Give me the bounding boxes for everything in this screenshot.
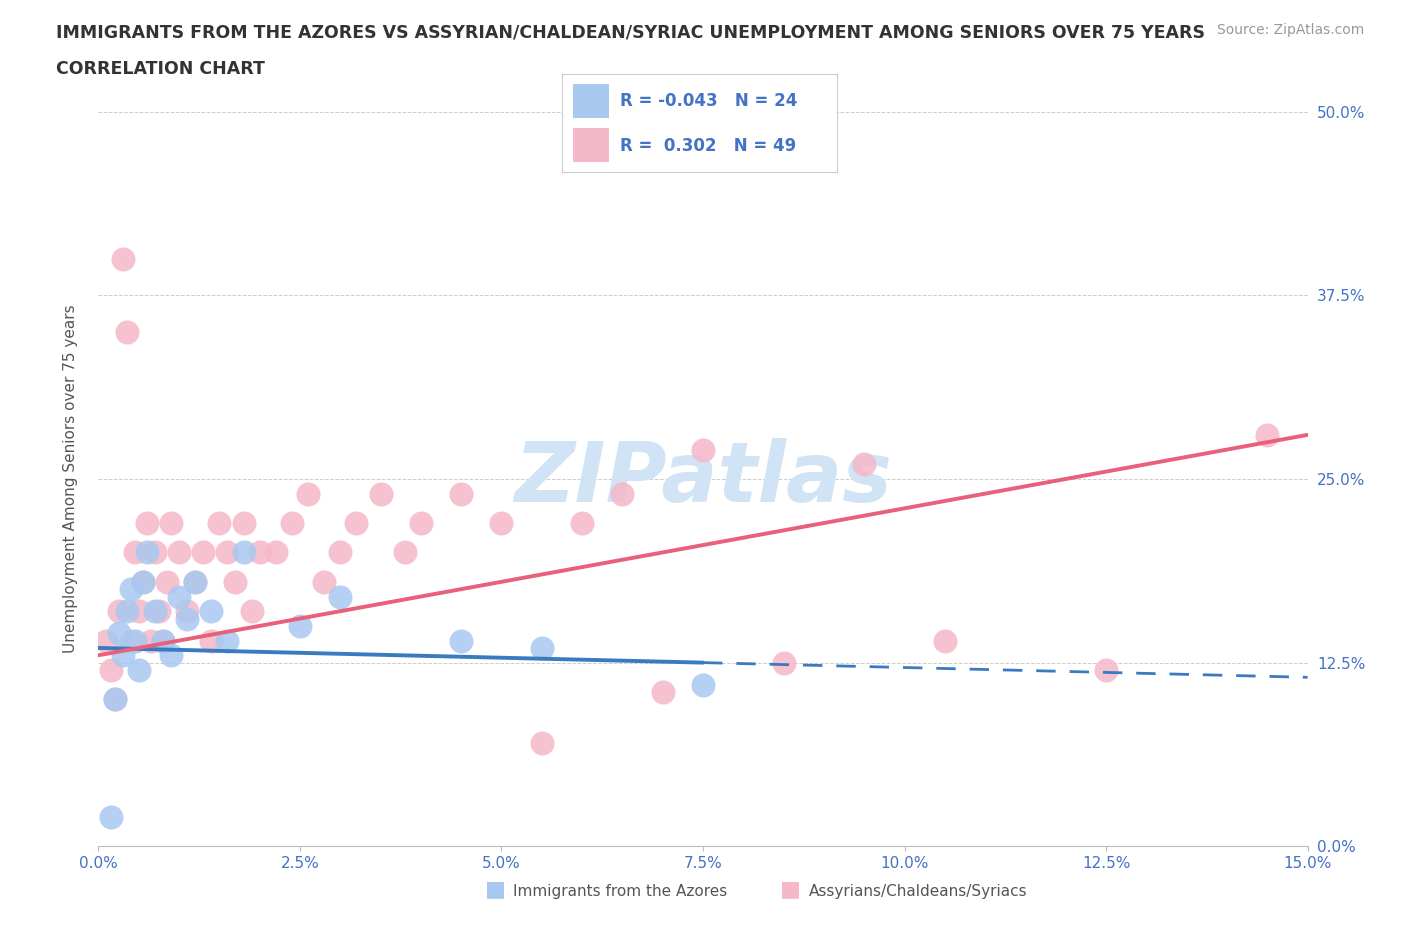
Text: ■: ■ <box>780 879 801 899</box>
Point <box>184 575 207 590</box>
Point <box>450 633 472 648</box>
Point <box>107 626 129 641</box>
Point <box>111 648 134 663</box>
Point <box>124 633 146 648</box>
Text: CORRELATION CHART: CORRELATION CHART <box>56 60 266 78</box>
Text: Source: ZipAtlas.com: Source: ZipAtlas.com <box>1216 23 1364 37</box>
Point <box>329 545 352 560</box>
Point <box>160 515 183 530</box>
Point <box>651 684 673 699</box>
Point <box>249 545 271 560</box>
Point <box>156 575 179 590</box>
Point <box>240 604 263 618</box>
Text: ■: ■ <box>485 879 506 899</box>
Point <box>167 589 190 604</box>
Point <box>103 692 125 707</box>
Point <box>111 251 134 266</box>
Point <box>120 633 142 648</box>
Point <box>193 545 215 560</box>
Bar <box>574 85 609 118</box>
Point <box>128 604 150 618</box>
Point <box>148 604 170 618</box>
Bar <box>574 128 609 163</box>
Text: Assyrians/Chaldeans/Syriacs: Assyrians/Chaldeans/Syriacs <box>808 884 1026 899</box>
Point <box>128 662 150 677</box>
Text: R =  0.302   N = 49: R = 0.302 N = 49 <box>620 137 796 154</box>
Point <box>314 575 336 590</box>
Point <box>281 515 304 530</box>
Point <box>143 604 166 618</box>
Text: R = -0.043   N = 24: R = -0.043 N = 24 <box>620 92 797 110</box>
Point <box>491 515 513 530</box>
Point <box>124 545 146 560</box>
Point <box>344 515 367 530</box>
Point <box>217 633 239 648</box>
Point <box>530 736 553 751</box>
Point <box>692 442 714 457</box>
Point <box>139 633 162 648</box>
Point <box>288 618 311 633</box>
Point <box>184 575 207 590</box>
Point <box>232 545 254 560</box>
Text: Immigrants from the Azores: Immigrants from the Azores <box>513 884 727 899</box>
Point <box>530 641 553 656</box>
Point <box>143 545 166 560</box>
Point <box>100 662 122 677</box>
Point <box>135 545 157 560</box>
Point <box>217 545 239 560</box>
Point <box>107 604 129 618</box>
Point <box>571 515 593 530</box>
Point <box>115 325 138 339</box>
Point <box>409 515 432 530</box>
Point <box>208 515 231 530</box>
Text: IMMIGRANTS FROM THE AZORES VS ASSYRIAN/CHALDEAN/SYRIAC UNEMPLOYMENT AMONG SENIOR: IMMIGRANTS FROM THE AZORES VS ASSYRIAN/C… <box>56 23 1205 41</box>
Point <box>370 486 392 501</box>
Point <box>200 633 222 648</box>
Point <box>329 589 352 604</box>
Point <box>160 648 183 663</box>
Point <box>167 545 190 560</box>
Point <box>394 545 416 560</box>
Point <box>135 515 157 530</box>
Point <box>612 486 634 501</box>
Point <box>115 604 138 618</box>
Point <box>1095 662 1118 677</box>
Point <box>450 486 472 501</box>
Point <box>120 582 142 597</box>
Point <box>176 604 198 618</box>
Y-axis label: Unemployment Among Seniors over 75 years: Unemployment Among Seniors over 75 years <box>63 305 77 653</box>
Point <box>132 575 155 590</box>
Point <box>176 611 198 626</box>
Point <box>1256 428 1278 443</box>
Point <box>132 575 155 590</box>
Point <box>200 604 222 618</box>
Point <box>264 545 287 560</box>
Point <box>103 692 125 707</box>
Point <box>96 633 118 648</box>
Point <box>853 457 876 472</box>
Point <box>297 486 319 501</box>
Point <box>100 809 122 824</box>
Point <box>232 515 254 530</box>
Point <box>692 677 714 692</box>
Point <box>152 633 174 648</box>
Point <box>934 633 956 648</box>
Point <box>152 633 174 648</box>
Text: ZIPatlas: ZIPatlas <box>515 438 891 520</box>
Point <box>772 656 794 671</box>
Point <box>224 575 246 590</box>
